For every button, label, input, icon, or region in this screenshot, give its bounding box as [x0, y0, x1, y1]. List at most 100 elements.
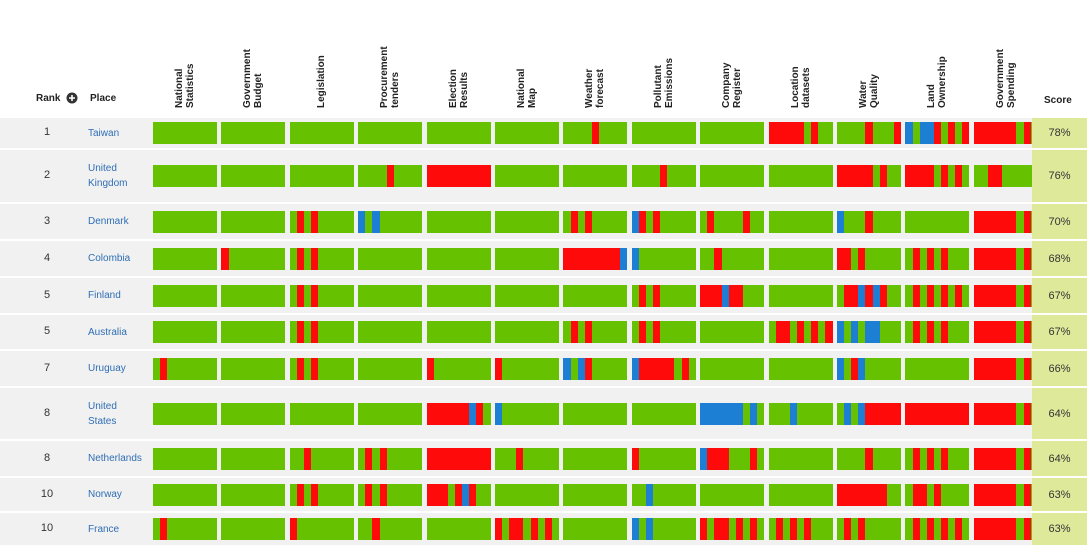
- bar-segment: [749, 210, 758, 233]
- score-bar: [905, 321, 970, 343]
- bar-segment: [905, 321, 913, 343]
- place-link[interactable]: United Kingdom: [88, 163, 128, 189]
- bar-segment: [837, 447, 845, 470]
- bar-segment: [365, 483, 373, 506]
- bar-segment: [379, 247, 387, 270]
- bar-segment: [681, 321, 689, 343]
- bar-segment: [700, 357, 708, 380]
- bar-segment: [940, 357, 949, 380]
- bar-segment: [544, 210, 552, 233]
- bar-segment: [1009, 518, 1017, 540]
- place-link[interactable]: Taiwan: [88, 127, 120, 139]
- place-link[interactable]: Norway: [88, 489, 122, 500]
- bar-segment: [346, 284, 354, 307]
- bar-segment: [296, 247, 305, 270]
- place-link[interactable]: Colombia: [88, 253, 131, 264]
- place-link[interactable]: Netherlands: [88, 453, 142, 464]
- bar-segment: [242, 357, 250, 380]
- bar-segment: [188, 483, 196, 506]
- bar-segment: [537, 284, 545, 307]
- bar-segment: [865, 247, 873, 270]
- bar-segment: [721, 357, 729, 380]
- bar-segment: [606, 210, 614, 233]
- bar-segment: [631, 483, 639, 506]
- bar-segment: [707, 518, 715, 540]
- header-line: Pollutant: [652, 65, 664, 108]
- place-link[interactable]: Finland: [88, 290, 121, 301]
- place-link[interactable]: Australia: [88, 326, 127, 338]
- bar-segment: [551, 284, 559, 307]
- bar-segment: [393, 447, 401, 470]
- bar-segment: [804, 402, 812, 425]
- score-bar: [358, 402, 423, 425]
- place-link[interactable]: United States: [88, 400, 117, 427]
- bar-segment: [153, 483, 161, 506]
- bar-segment: [613, 357, 621, 380]
- bar-segment: [653, 321, 661, 343]
- bar-segment: [844, 122, 852, 144]
- header-line: Legislation: [316, 55, 328, 108]
- score-bar: [973, 122, 1038, 144]
- bar-segment: [1016, 284, 1024, 307]
- bar-segment: [789, 483, 798, 506]
- bar-segment: [271, 165, 279, 187]
- column-header: Weather forecast: [584, 8, 606, 108]
- bar-segment: [455, 518, 463, 540]
- bar-segment: [879, 284, 887, 307]
- bar-segment: [1023, 321, 1031, 343]
- place-link[interactable]: France: [88, 523, 120, 535]
- bar-segment: [948, 483, 956, 506]
- bar-segment: [789, 165, 798, 187]
- bar-segment: [728, 402, 736, 425]
- bar-segment: [591, 165, 599, 187]
- bar-segment: [570, 247, 578, 270]
- bar-segment: [346, 165, 354, 187]
- bar-segment: [249, 165, 257, 187]
- bar-segment: [296, 165, 305, 187]
- bar-segment: [563, 210, 571, 233]
- bar-segment: [782, 165, 790, 187]
- header-line: Ownership: [937, 56, 949, 108]
- score-bar: [289, 321, 354, 343]
- bar-segment: [195, 165, 203, 187]
- bar-segment: [426, 518, 434, 540]
- bar-segment: [249, 122, 257, 144]
- bar-segment: [426, 122, 434, 144]
- score-bar: [973, 447, 1038, 470]
- bar-segment: [1002, 402, 1010, 425]
- bar-segment: [728, 210, 736, 233]
- bar-segment: [811, 321, 819, 343]
- bar-segment: [447, 165, 456, 187]
- bar-segment: [735, 321, 743, 343]
- bar-segment: [318, 447, 326, 470]
- bar-segment: [502, 357, 510, 380]
- sort-icon[interactable]: [66, 92, 78, 104]
- place-link[interactable]: Uruguay: [88, 363, 126, 374]
- bar-segment: [789, 357, 798, 380]
- bar-segment: [551, 357, 559, 380]
- bar-segment: [415, 321, 423, 343]
- bar-segment: [563, 483, 571, 506]
- score-bar: [426, 518, 491, 540]
- bar-segment: [948, 518, 956, 540]
- bar-segment: [613, 165, 621, 187]
- bar-segment: [728, 122, 736, 144]
- bar-segment: [797, 210, 805, 233]
- bar-segment: [879, 210, 887, 233]
- bar-segment: [455, 247, 463, 270]
- bar-segment: [440, 165, 448, 187]
- bar-segment: [407, 321, 416, 343]
- bar-segment: [674, 357, 682, 380]
- bar-segment: [462, 247, 470, 270]
- bar-segment: [613, 447, 621, 470]
- place-link[interactable]: Denmark: [88, 216, 129, 227]
- score-bar: [768, 210, 833, 233]
- bar-segment: [455, 122, 463, 144]
- bar-segment: [613, 247, 621, 270]
- score-bar: [495, 357, 559, 380]
- score-bar: [973, 518, 1038, 540]
- bar-segment: [577, 210, 585, 233]
- bar-segment: [919, 518, 927, 540]
- rank-header[interactable]: Rank: [36, 93, 61, 104]
- bar-segment: [735, 247, 743, 270]
